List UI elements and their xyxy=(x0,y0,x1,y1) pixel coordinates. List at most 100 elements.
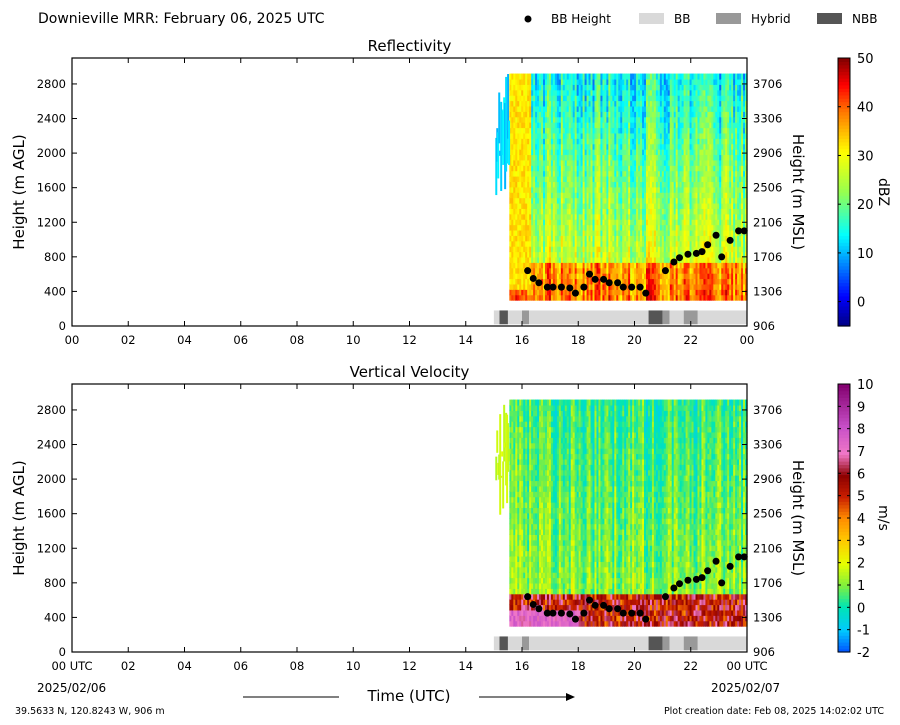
y-tick-label: 2800 xyxy=(37,403,66,417)
x-tick-label: 12 xyxy=(402,659,417,673)
bb-height-point xyxy=(600,601,608,609)
colorbar: -2 -1 0 1 2 3 4 5 6 7 8 9 10 m/s xyxy=(837,378,891,661)
bb-height-point xyxy=(642,289,650,297)
colorbar-label: dBZ xyxy=(875,178,891,206)
bb-height-point xyxy=(591,275,599,283)
colorbar-label: m/s xyxy=(875,505,891,531)
y-axis-label-right: Height (m MSL) xyxy=(789,460,807,576)
strip-segment xyxy=(493,636,500,651)
y-tick-label: 2000 xyxy=(37,472,66,486)
x-tick-label: 16 xyxy=(515,333,530,347)
strip-segment xyxy=(683,636,698,651)
y-tick-label-right: 3306 xyxy=(753,438,782,452)
location-text: 39.5633 N, 120.8243 W, 906 m xyxy=(15,706,165,717)
y-tick-label-right: 906 xyxy=(753,645,775,659)
bb-height-point xyxy=(726,236,734,244)
bb-height-point xyxy=(676,254,683,262)
x-tick-label: 00 xyxy=(65,333,80,347)
bb-height-point xyxy=(605,279,613,287)
bb-height-point xyxy=(718,579,726,587)
strip-segment xyxy=(648,636,663,651)
strip-segment xyxy=(507,310,522,325)
colorbar-tick-label: 4 xyxy=(857,512,865,527)
x-tick-label: 12 xyxy=(402,333,417,347)
y-axis-label: Height (m AGL) xyxy=(10,460,28,575)
y-tick-label: 2400 xyxy=(37,112,66,126)
x-tick-label: 14 xyxy=(458,659,473,673)
bb-height-point xyxy=(636,283,644,291)
y-tick-label-right: 1306 xyxy=(753,610,782,624)
y-tick-label: 1200 xyxy=(37,541,66,555)
strip-segment xyxy=(669,636,684,651)
bb-height-point xyxy=(718,253,726,261)
bb-height-point xyxy=(557,609,565,617)
y-tick-label-right: 2506 xyxy=(753,507,782,521)
bb-height-point xyxy=(661,593,669,601)
y-tick-label: 2000 xyxy=(37,146,66,160)
bb-height-point xyxy=(614,279,622,287)
bb-height-point xyxy=(524,593,532,601)
bb-height-point xyxy=(642,615,650,623)
strip-segment xyxy=(522,636,530,651)
bb-height-point xyxy=(692,249,700,257)
legend-dot-icon xyxy=(524,15,532,23)
bb-height-point xyxy=(628,609,636,617)
bb-height-point xyxy=(698,574,706,582)
legend-label: Hybrid xyxy=(751,12,791,26)
strip-segment xyxy=(662,310,670,325)
bb-height-point xyxy=(704,567,712,575)
colorbar-tick-label: 2 xyxy=(857,557,865,572)
bb-height-point xyxy=(735,553,743,561)
bb-height-point xyxy=(524,267,532,275)
x-tick-label: 04 xyxy=(177,333,192,347)
x-tick-label: 20 xyxy=(627,333,642,347)
y-tick-label: 0 xyxy=(59,645,66,659)
colorbar-tick-label: 30 xyxy=(857,149,874,164)
bb-height-point xyxy=(670,584,678,592)
legend-swatch xyxy=(639,13,664,24)
bright-band-strip xyxy=(493,310,747,325)
bb-height-point xyxy=(628,283,636,291)
bb-height-point xyxy=(740,227,748,235)
colorbar-tick-label: 50 xyxy=(857,52,874,67)
bb-height-point xyxy=(619,609,627,617)
x-tick-label: 18 xyxy=(571,333,586,347)
strip-segment xyxy=(493,310,500,325)
end-date-label: 2025/02/07 xyxy=(711,681,780,695)
y-tick-label: 800 xyxy=(44,250,66,264)
colorbar-tick-label: 40 xyxy=(857,101,874,116)
colorbar-tick-label: 6 xyxy=(857,467,865,482)
y-tick-label: 2800 xyxy=(37,77,66,91)
y-axis-label-right: Height (m MSL) xyxy=(789,134,807,250)
bb-height-point xyxy=(670,258,678,266)
bb-height-point xyxy=(543,609,551,617)
bb-height-point xyxy=(549,609,557,617)
bb-height-point xyxy=(586,270,593,278)
bb-height-point xyxy=(692,575,700,583)
bb-height-point xyxy=(529,600,537,608)
bb-height-point xyxy=(704,241,712,249)
strip-segment xyxy=(648,310,663,325)
legend-swatch xyxy=(817,13,842,24)
y-tick-label: 1200 xyxy=(37,215,66,229)
y-tick-label-right: 1706 xyxy=(753,250,782,264)
colorbar-tick-label: 10 xyxy=(857,247,874,262)
y-tick-label-right: 1706 xyxy=(753,576,782,590)
x-tick-label: 08 xyxy=(290,333,305,347)
strip-segment xyxy=(662,636,670,651)
y-tick-label: 800 xyxy=(44,576,66,590)
colorbar-tick-label: -1 xyxy=(857,624,870,639)
x-tick-label: 20 xyxy=(627,659,642,673)
bb-height-point xyxy=(698,248,706,256)
x-tick-label: 00 UTC xyxy=(51,659,92,673)
bb-height-point xyxy=(591,601,599,609)
y-tick-label: 0 xyxy=(59,319,66,333)
colorbar-tick-label: 9 xyxy=(857,400,865,415)
colorbar-frame xyxy=(837,57,851,327)
strip-segment xyxy=(683,310,698,325)
bb-height-point xyxy=(661,267,669,275)
colorbar: 0 10 20 30 40 50 dBZ xyxy=(837,52,891,327)
x-tick-label: 02 xyxy=(121,333,136,347)
